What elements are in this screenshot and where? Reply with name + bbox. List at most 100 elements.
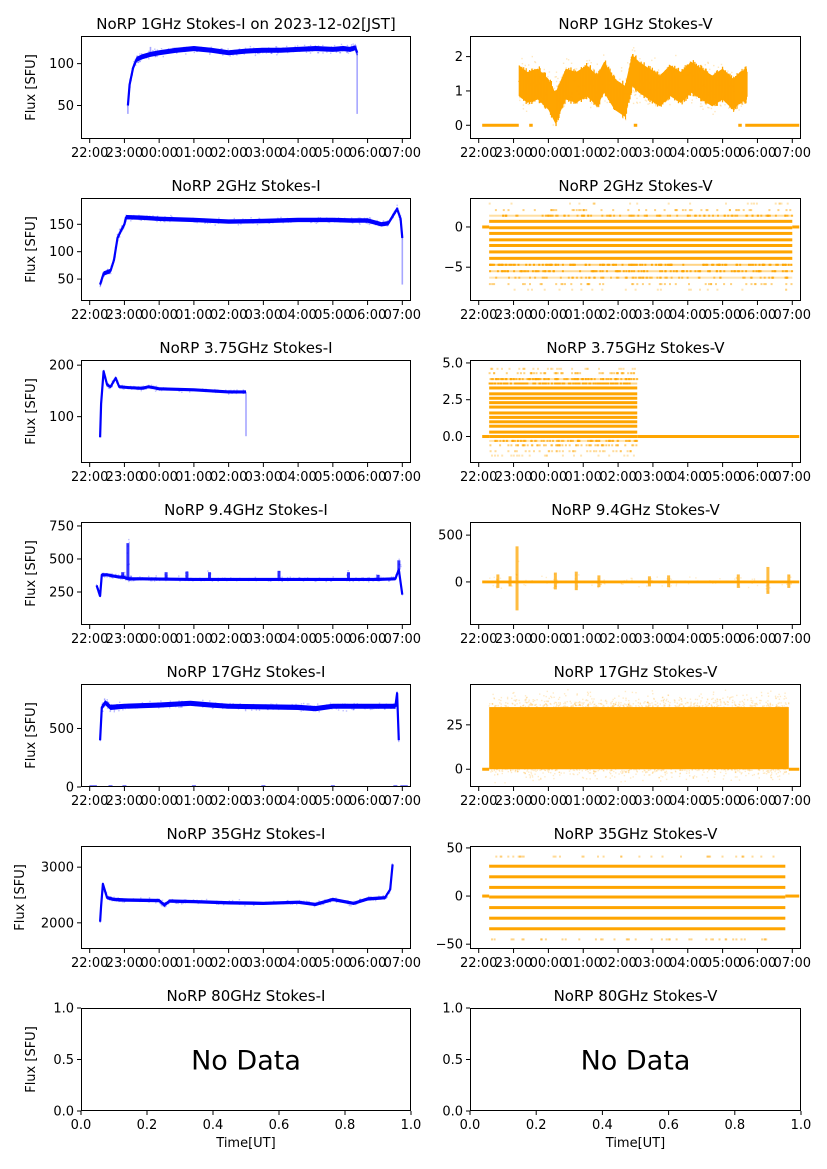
data-point — [170, 218, 173, 220]
data-point — [519, 96, 521, 99]
data-point — [371, 706, 373, 708]
data-point — [193, 578, 196, 581]
data-point — [399, 579, 402, 581]
data-point — [705, 581, 707, 583]
data-point — [786, 270, 788, 273]
data-point — [146, 215, 148, 217]
data-point — [591, 439, 594, 442]
data-point — [589, 80, 591, 82]
data-point — [147, 217, 149, 219]
data-point — [768, 276, 771, 279]
data-point — [105, 702, 107, 705]
data-point — [716, 288, 719, 291]
data-point — [540, 283, 543, 286]
data-point — [395, 694, 398, 696]
data-point — [642, 82, 644, 85]
data-point — [128, 93, 130, 95]
data-point — [691, 90, 694, 92]
data-point — [599, 73, 601, 76]
data-point — [645, 214, 648, 217]
data-point — [328, 221, 331, 224]
y-axis-label: Flux [SFU] — [24, 216, 39, 283]
data-point — [157, 215, 159, 218]
data-point — [195, 577, 197, 580]
data-point — [650, 578, 652, 580]
data-point — [330, 580, 333, 582]
data-point — [562, 62, 565, 64]
data-point — [399, 215, 402, 217]
data-point — [613, 214, 616, 217]
data-point — [113, 259, 115, 262]
data-point — [544, 444, 547, 447]
data-point — [97, 587, 99, 590]
data-point — [130, 578, 132, 580]
data-point — [707, 61, 709, 64]
data-point — [223, 703, 226, 706]
v-band-slice — [538, 66, 540, 104]
data-point — [700, 103, 702, 105]
data-point — [118, 575, 121, 578]
spike — [376, 574, 380, 580]
data-point — [366, 707, 368, 709]
data-point — [554, 382, 557, 385]
data-point — [356, 50, 358, 52]
data-point — [109, 575, 112, 578]
data-point — [600, 583, 602, 586]
data-point — [723, 214, 726, 217]
data-point — [137, 577, 139, 579]
data-point — [380, 224, 382, 226]
level-line — [489, 219, 793, 223]
data-point — [263, 220, 266, 222]
data-point — [100, 398, 103, 400]
data-point — [401, 593, 403, 596]
data-point — [331, 708, 333, 710]
data-point — [134, 63, 136, 65]
data-point — [241, 49, 243, 51]
data-point — [206, 703, 209, 705]
data-point — [330, 705, 332, 707]
data-point — [590, 439, 593, 442]
data-point — [677, 705, 679, 707]
series-line-Stokes-I — [99, 692, 400, 741]
data-point — [503, 270, 506, 273]
data-point — [398, 575, 401, 578]
data-point — [347, 52, 350, 54]
v-band-slice — [656, 71, 659, 107]
data-point — [722, 74, 724, 77]
data-point — [369, 578, 371, 580]
data-point — [561, 454, 564, 457]
data-point — [110, 267, 113, 269]
data-point — [181, 701, 183, 703]
data-point — [393, 577, 396, 580]
data-point — [118, 710, 120, 712]
data-point — [346, 580, 348, 582]
y-axis-label: Flux [SFU] — [24, 378, 39, 445]
data-point — [219, 51, 221, 53]
data-point — [533, 372, 535, 375]
data-point — [719, 578, 721, 580]
x-tick-label: 23:00 — [106, 794, 143, 809]
data-point — [98, 593, 101, 595]
data-point — [371, 578, 373, 581]
data-point — [395, 576, 397, 578]
data-point — [731, 214, 734, 217]
data-point — [710, 107, 713, 110]
data-point — [543, 454, 546, 457]
data-point — [273, 51, 276, 53]
data-point — [489, 263, 492, 266]
data-point — [488, 372, 491, 375]
data-point — [590, 214, 593, 217]
data-point — [147, 386, 150, 389]
data-point — [523, 584, 525, 586]
data-point — [642, 276, 644, 279]
data-point — [397, 211, 400, 213]
data-point — [233, 51, 235, 53]
x-tick-label: 06:00 — [349, 308, 386, 323]
data-point — [265, 52, 268, 54]
data-point — [110, 266, 112, 268]
data-point — [134, 578, 136, 580]
x-tick-label: 06:00 — [739, 632, 776, 647]
data-point — [266, 706, 268, 708]
data-point — [356, 53, 358, 56]
data-point — [106, 384, 108, 386]
